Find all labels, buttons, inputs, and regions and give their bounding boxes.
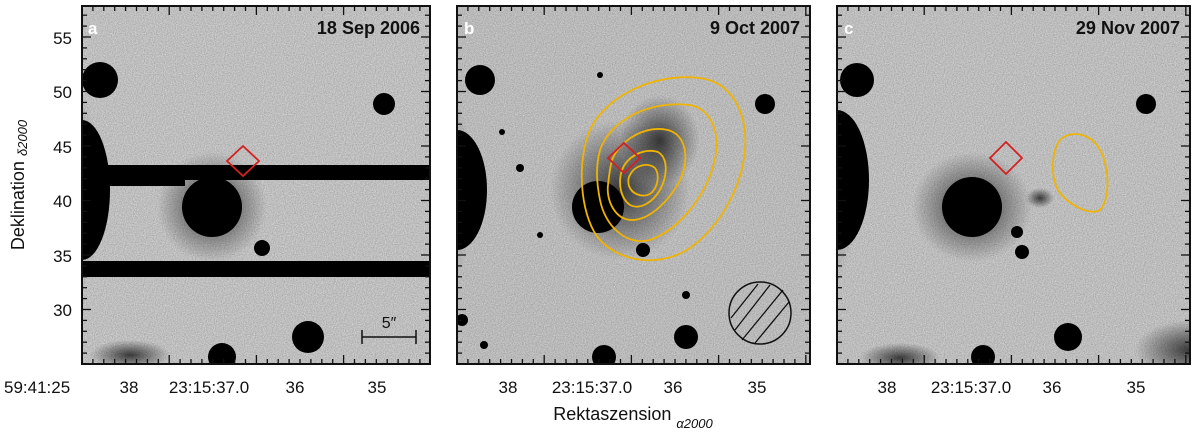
x-tick-label: 36	[1043, 378, 1062, 397]
x-tick-label: 23:15:37.0	[169, 378, 249, 397]
x-tick-labels-b: 38 23:15:37.0 36 35	[499, 378, 767, 397]
panel-c-date: 29 Nov 2007	[1076, 18, 1180, 38]
y-tick-label: 30	[53, 301, 72, 320]
scale-bar: 5″	[361, 315, 417, 344]
panel-b-image	[457, 6, 810, 364]
panel-a-ticks	[81, 6, 430, 365]
panel-a: a 18 Sep 2006 5″	[81, 5, 431, 365]
panel-b-ticks	[456, 6, 810, 365]
scale-bar-label: 5″	[382, 315, 397, 332]
x-tick-label: 23:15:37.0	[552, 378, 632, 397]
panel-a-image	[82, 6, 430, 364]
y-axis-title: Deklinationδ2000	[8, 119, 30, 250]
panel-c-letter: c	[844, 19, 853, 38]
x-tick-label: 36	[664, 378, 683, 397]
x-tick-label: 23:15:37.0	[931, 378, 1011, 397]
y-tick-labels: 55 50 45 40 35 30	[53, 29, 72, 320]
beam-icon	[728, 281, 792, 345]
y-tick-label: 45	[53, 138, 72, 157]
position-marker	[988, 140, 1024, 176]
x-tick-label: 35	[1127, 378, 1146, 397]
corner-label: 59:41:25	[4, 378, 70, 397]
panel-b-letter: b	[464, 19, 474, 38]
x-tick-label: 38	[120, 378, 139, 397]
x-tick-label: 38	[878, 378, 897, 397]
y-tick-label: 50	[53, 83, 72, 102]
x-axis-label: Rektaszension α2000	[553, 404, 713, 431]
position-marker	[225, 144, 261, 178]
panel-b: b 9 Oct 2007	[456, 5, 811, 365]
y-axis-label: Deklinationδ2000	[8, 119, 30, 250]
x-tick-label: 36	[286, 378, 305, 397]
panel-a-letter: a	[88, 19, 98, 38]
y-tick-label: 55	[53, 29, 72, 48]
x-tick-labels-c: 38 23:15:37.0 36 35	[878, 378, 1146, 397]
x-tick-label: 38	[499, 378, 518, 397]
panel-c-frame	[836, 5, 1191, 365]
y-tick-label: 40	[53, 192, 72, 211]
radio-contour	[1052, 133, 1109, 213]
x-tick-label: 35	[368, 378, 387, 397]
panel-a-date: 18 Sep 2006	[317, 18, 420, 38]
panel-c-image	[837, 6, 1190, 364]
panel-c: c 29 Nov 2007	[836, 5, 1191, 365]
panel-b-frame	[456, 5, 811, 365]
x-tick-labels-a: 38 23:15:37.0 36 35	[120, 378, 387, 397]
position-marker	[606, 141, 642, 175]
panel-c-ticks	[836, 6, 1190, 365]
panel-b-date: 9 Oct 2007	[710, 18, 800, 38]
radio-contours	[580, 76, 747, 261]
x-tick-label: 35	[748, 378, 767, 397]
y-tick-label: 35	[53, 247, 72, 266]
